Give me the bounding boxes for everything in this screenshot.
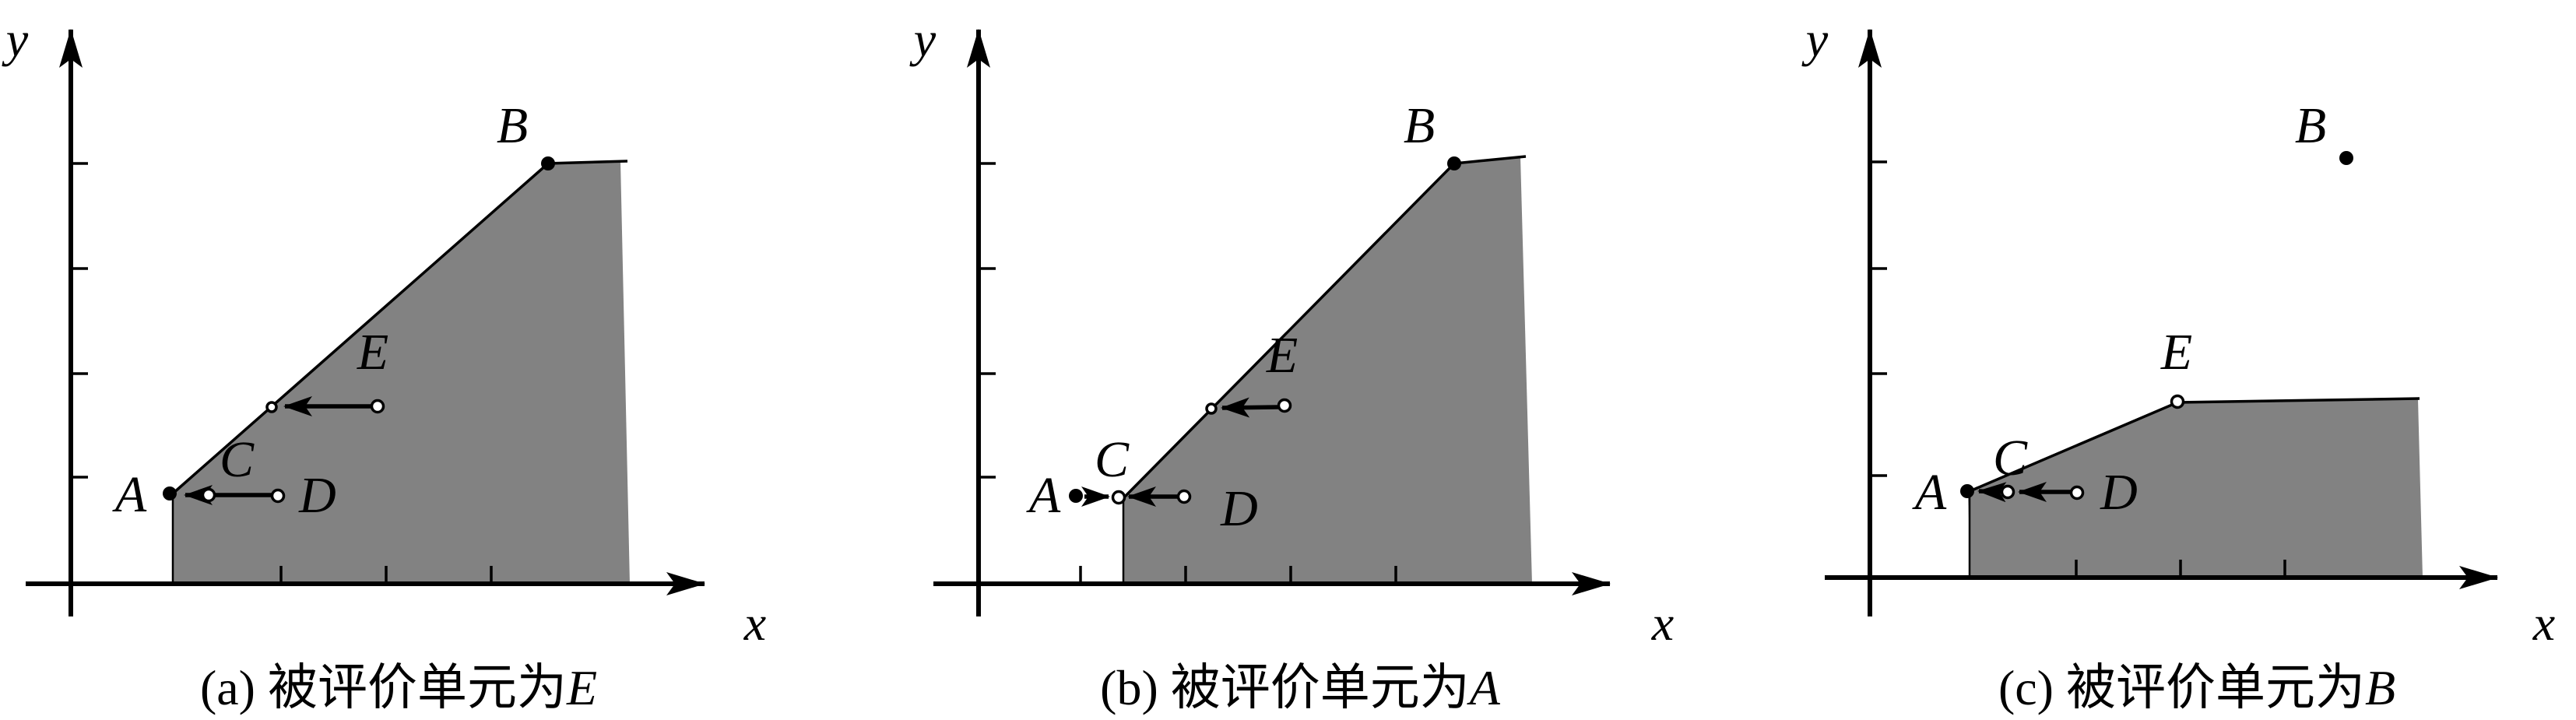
- x-axis-label-a: x: [743, 595, 766, 651]
- y-axis-label-c: y: [1801, 12, 1829, 67]
- y-ticks-b: [979, 162, 996, 479]
- point-b-label-c: B: [2295, 97, 2326, 154]
- arrow-c-to-a-panel-c: [1977, 482, 2007, 503]
- point-e-marker-c: [2170, 394, 2185, 409]
- point-e-marker-b: [1277, 398, 1292, 413]
- caption-c-text: (c) 被评价单元为: [1998, 660, 2365, 715]
- point-c-label-c: C: [1993, 430, 2028, 486]
- panel-c: A B C D E y x (c) 被评价单元为B: [1801, 12, 2555, 715]
- point-a-marker-a: [163, 486, 177, 500]
- point-d-marker-b: [1176, 489, 1192, 504]
- x-axis-label-b: x: [1651, 595, 1674, 651]
- point-e-label-c: E: [2160, 324, 2192, 381]
- projection-of-e-marker-a: [265, 401, 278, 413]
- y-ticks-c: [1870, 160, 1887, 477]
- caption-b: (b) 被评价单元为A: [1100, 660, 1501, 715]
- x-ticks-c: [2075, 560, 2286, 578]
- point-c-marker-c: [2000, 484, 2015, 500]
- y-axis-label-a: y: [2, 12, 29, 67]
- point-a-marker-c: [1960, 484, 1974, 498]
- point-e-label-a: E: [357, 324, 388, 381]
- point-a-label-c: A: [1912, 464, 1947, 521]
- point-d-label-b: D: [1220, 480, 1258, 537]
- point-a-label-a: A: [112, 466, 147, 523]
- caption-a-unit: E: [566, 660, 597, 715]
- point-b-label-a: B: [497, 97, 528, 154]
- point-a-marker-b: [1069, 489, 1083, 503]
- point-c-label-a: C: [220, 431, 255, 488]
- point-b-label-b: B: [1404, 97, 1435, 154]
- point-b-marker-c: [2339, 151, 2353, 165]
- caption-c-unit: B: [2365, 660, 2395, 715]
- feasible-region-c: [1968, 399, 2423, 578]
- arrow-e-to-frontier-b: [1221, 397, 1279, 418]
- feasible-region-b: [1123, 156, 1532, 584]
- point-a-label-b: A: [1026, 467, 1061, 524]
- caption-a: (a) 被评价单元为E: [200, 660, 597, 715]
- caption-b-text: (b) 被评价单元为: [1100, 660, 1470, 715]
- x-ticks-a: [279, 566, 493, 584]
- point-d-marker-a: [270, 488, 286, 504]
- point-c-marker-b: [1111, 490, 1126, 505]
- point-d-label-a: D: [298, 467, 336, 524]
- panel-a: A B C D E y x (a) 被评价单元为E: [2, 12, 766, 715]
- point-e-marker-a: [370, 399, 385, 414]
- x-ticks-b: [1079, 566, 1397, 584]
- point-c-label-b: C: [1095, 431, 1130, 488]
- y-ticks-a: [71, 162, 88, 479]
- point-b-marker-a: [541, 156, 555, 170]
- point-d-marker-c: [2069, 485, 2085, 500]
- y-axis-label-b: y: [909, 12, 937, 67]
- point-b-marker-b: [1447, 156, 1461, 170]
- panel-b: A B C D E y x (b) 被评价单元为A: [909, 12, 1674, 715]
- point-c-marker-a: [201, 487, 216, 503]
- point-e-label-b: E: [1266, 327, 1298, 384]
- caption-c: (c) 被评价单元为B: [1998, 660, 2395, 715]
- feasible-region-a: [173, 161, 630, 584]
- point-d-label-c: D: [2100, 464, 2138, 521]
- x-axis-label-c: x: [2532, 595, 2555, 651]
- caption-a-text: (a) 被评价单元为: [200, 660, 567, 715]
- caption-b-unit: A: [1467, 660, 1501, 715]
- projection-of-e-marker-b: [1205, 402, 1218, 415]
